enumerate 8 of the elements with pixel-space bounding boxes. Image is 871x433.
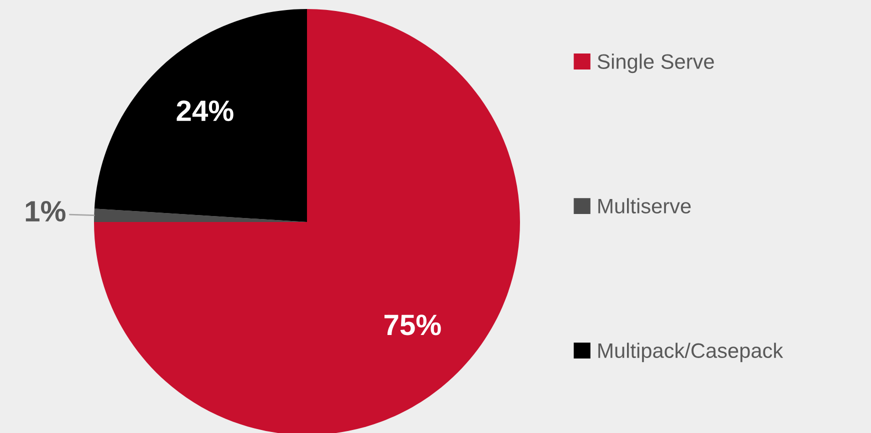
data-label: 75%: [384, 314, 441, 336]
pie-slice: [94, 9, 520, 433]
data-label: 1%: [26, 201, 66, 222]
data-label: 24%: [176, 100, 234, 122]
legend-label: Multiserve: [598, 198, 691, 214]
pie-slice: [94, 9, 307, 222]
legend-label: Single Serve: [598, 54, 714, 74]
legend-label: Multipack/Casepack: [598, 342, 784, 362]
